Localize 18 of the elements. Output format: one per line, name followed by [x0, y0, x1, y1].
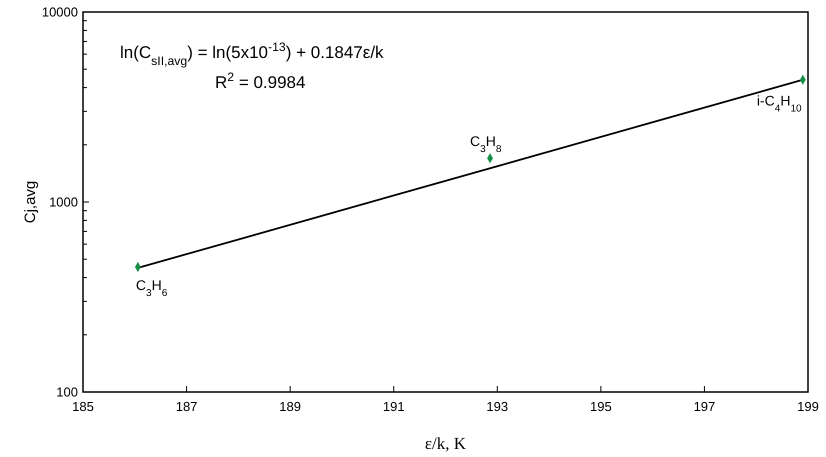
annotation: C$_{3}$H$_{6}$: [136, 276, 168, 298]
x-tick-label: 193: [486, 399, 508, 414]
annotation: C$_{3}$H$_{8}$: [470, 133, 502, 155]
x-tick-label: 199: [797, 399, 819, 414]
annotation: ln(C$_{sII,avg}$) = ln(5x10$^{-13}$) + 0.1847ε/k: [120, 40, 384, 68]
x-tick-label: 195: [590, 399, 612, 414]
annotation: i-C$_{4}$H$_{10}$: [756, 92, 802, 114]
y-tick-label: 100: [56, 384, 78, 400]
x-tick-label: 197: [694, 399, 716, 414]
y-tick-label: 1000: [49, 194, 78, 210]
x-tick-label: 187: [176, 399, 198, 414]
x-tick-label: 185: [72, 399, 94, 414]
y-tick-label: 10000: [42, 4, 78, 20]
annotation: R$^{2}$ = 0.9984: [215, 70, 306, 92]
y-axis-title: Cj,avg: [22, 180, 39, 224]
x-tick-label: 191: [382, 399, 405, 414]
x-axis-title: ε/k, K: [424, 434, 467, 453]
x-tick-label: 189: [279, 399, 301, 414]
